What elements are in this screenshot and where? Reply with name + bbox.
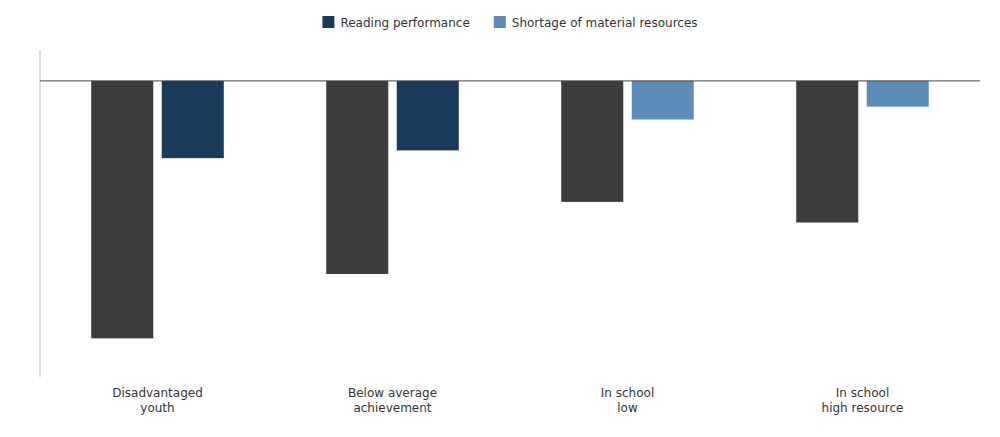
bar <box>326 81 388 274</box>
bar <box>632 81 694 120</box>
x-tick-label: In schoolhigh resource <box>822 386 904 415</box>
bars <box>91 81 929 338</box>
bar <box>561 81 623 202</box>
bar <box>867 81 929 107</box>
bar <box>397 81 459 151</box>
bar <box>796 81 858 223</box>
chart: Disadvantagedyouth Below averageachieveme… <box>0 0 1000 437</box>
legend: Reading performance Shortage of material … <box>322 16 697 30</box>
legend-swatch <box>322 16 334 28</box>
bar <box>91 81 153 338</box>
chart-container: Disadvantagedyouth Below averageachieveme… <box>0 0 1000 437</box>
baseline <box>40 80 980 81</box>
x-tick-label: Disadvantagedyouth <box>112 386 203 415</box>
x-tick-label: Below averageachievement <box>348 386 437 415</box>
legend-swatch <box>494 16 506 28</box>
y-axis-line <box>40 50 41 377</box>
x-tick-label: In schoollow <box>601 386 654 415</box>
legend-label: Reading performance <box>340 16 469 30</box>
legend-label: Shortage of material resources <box>512 16 698 30</box>
bar <box>162 81 224 158</box>
